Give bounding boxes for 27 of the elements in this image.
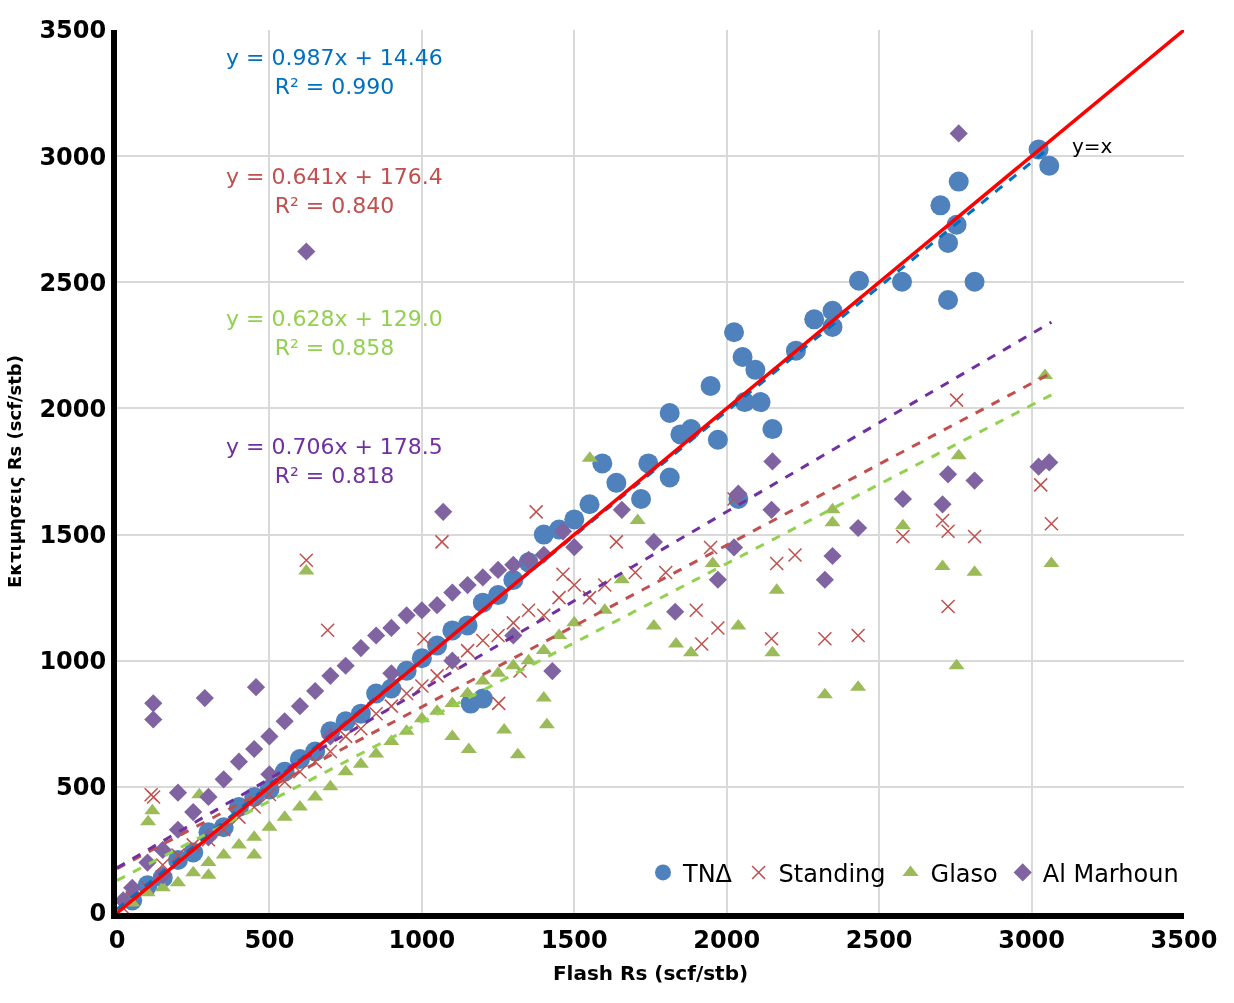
y-tick-label: 3000 [39, 142, 107, 171]
x-tick-label: 1000 [388, 925, 456, 954]
x-axis-title: Flash Rs (scf/stb) [552, 960, 749, 985]
x-tick-label: 2500 [845, 925, 913, 954]
y-tick-label: 500 [56, 773, 107, 802]
y-tick-label: 1500 [39, 520, 107, 549]
annotation: y = 0.987x + 14.46 R² = 0.990 [226, 45, 443, 99]
x-tick-label: 3500 [1150, 925, 1218, 954]
x-tick-label: 1500 [540, 925, 608, 954]
legend-label: Al Marhoun [1042, 859, 1179, 888]
x-tick-label: 0 [108, 925, 126, 954]
y-tick-label: 2000 [39, 394, 107, 423]
legend-label: Glaso [930, 859, 998, 888]
y-tick-label: 1000 [39, 647, 107, 676]
y-axis-title: Εκτιμησεις Rs (scf/stb) [4, 355, 26, 588]
x-tick-label: 2000 [693, 925, 761, 954]
y-tick-label: 0 [89, 899, 107, 928]
annotation: y = 0.628x + 129.0 R² = 0.858 [226, 306, 443, 360]
y-tick-label: 2500 [39, 268, 107, 297]
legend-label: Standing [778, 859, 886, 888]
annotation: y = 0.641x + 176.4 R² = 0.840 [226, 164, 443, 218]
x-tick-label: 3000 [998, 925, 1065, 954]
annotation: y = 0.706x + 178.5 R² = 0.818 [226, 434, 443, 488]
legend-label: TNΔ [682, 859, 733, 888]
y-tick-label: 3500 [39, 16, 107, 45]
x-tick-label: 500 [244, 925, 295, 954]
annotation: y=x [1072, 134, 1113, 158]
